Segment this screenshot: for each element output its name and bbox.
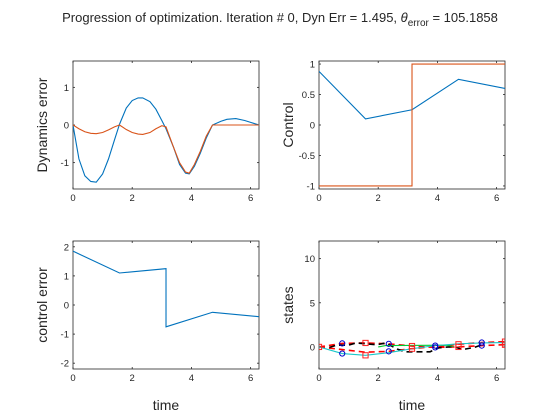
dyn-plot-area: [73, 97, 259, 183]
dyn-xtick-label: 6: [248, 193, 253, 204]
states-plot-area: [319, 338, 505, 359]
states-circle-marker: [385, 340, 392, 347]
dyn-series-line-0: [73, 97, 259, 183]
states-square-marker: [362, 352, 369, 359]
ctrlerr-xtick-label: 2: [130, 373, 135, 384]
states-square-marker: [319, 343, 323, 351]
states-square-marker: [408, 345, 416, 352]
ctrlerr-xlabel: time: [153, 397, 180, 413]
dyn-xtick-label: 0: [70, 193, 75, 204]
ctrlerr-xtick-label: 0: [70, 373, 75, 384]
states-series-line-3: [378, 344, 454, 348]
ctrlerr-xtick-label: 4: [189, 373, 194, 384]
states-circle-marker: [432, 344, 439, 351]
ctrlerr-ytick-label: 2: [64, 242, 69, 253]
states-xtick-label: 4: [435, 373, 440, 384]
control-ytick-label: 1: [310, 60, 315, 71]
control-xtick-label: 2: [376, 193, 381, 204]
control-ytick-label: -0.5: [299, 151, 315, 162]
states-circle-marker: [478, 342, 485, 349]
states-axes-box: [318, 240, 506, 370]
control-xtick-label: 0: [316, 193, 321, 204]
control-plot-area: [319, 63, 505, 187]
ctrlerr-ylabel: control error: [34, 267, 50, 343]
states-xtick-label: 0: [316, 373, 321, 384]
states-square-marker: [501, 338, 505, 345]
states-circle-marker: [385, 348, 392, 355]
ctrlerr-xtick-label: 6: [248, 373, 253, 384]
dyn-series-line-1: [73, 124, 259, 174]
states-circle-marker: [432, 342, 439, 349]
states-xlabel: time: [399, 397, 426, 413]
dyn-ytick-label: 0: [64, 121, 69, 132]
ctrlerr-ytick-label: 0: [64, 301, 69, 312]
control-error-axes: 0 2 4 6 -2 -1 0 1 2 control error time: [34, 240, 260, 413]
states-ylabel: states: [280, 286, 296, 323]
figure-title: Progression of optimization. Iteration #…: [62, 10, 498, 29]
states-square-marker: [455, 341, 462, 348]
states-axes: 0 2 4 6 0 5 10 states time: [280, 240, 506, 413]
states-xtick-label: 6: [494, 373, 499, 384]
dyn-ytick-label: -1: [61, 158, 69, 169]
control-ytick-label: 0.5: [302, 90, 315, 101]
states-xtick-label: 2: [376, 373, 381, 384]
states-ytick-label: 10: [304, 254, 315, 265]
control-xtick-label: 4: [435, 193, 440, 204]
figure-title-tail: = 105.1858: [429, 10, 498, 25]
dyn-ytick-label: 1: [64, 83, 69, 94]
dyn-xtick-label: 2: [130, 193, 135, 204]
states-circle-marker: [478, 339, 485, 346]
control-series-line-1: [319, 63, 505, 187]
control-ytick-label: -1: [307, 181, 315, 192]
states-ytick-label: 0: [310, 342, 315, 353]
ctrlerr-ytick-label: -1: [61, 330, 69, 341]
control-ytick-label: 0: [310, 121, 315, 132]
figure-title-theta: θ: [401, 10, 408, 25]
control-xtick-label: 6: [494, 193, 499, 204]
ctrlerr-plot-area: [73, 250, 259, 328]
dyn-ylabel: Dynamics error: [34, 77, 50, 172]
states-ytick-label: 5: [310, 298, 315, 309]
states-circle-marker: [339, 340, 346, 347]
states-square-marker: [362, 339, 369, 347]
ctrlerr-series-line-0: [73, 250, 259, 328]
figure-title-main: Progression of optimization. Iteration #…: [62, 10, 401, 25]
states-circle-marker: [339, 350, 346, 357]
ctrlerr-ytick-label: 1: [64, 271, 69, 282]
dyn-xtick-label: 4: [189, 193, 194, 204]
dynamics-error-axes: 0 2 4 6 -1 0 1 Dynamics error: [34, 60, 260, 204]
ctrlerr-ytick-label: -2: [61, 359, 69, 370]
figure-title-sub: error: [408, 18, 430, 29]
control-ylabel: Control: [280, 102, 296, 147]
control-axes: 0 2 4 6 -1 -0.5 0 0.5 1 Control: [280, 60, 506, 204]
